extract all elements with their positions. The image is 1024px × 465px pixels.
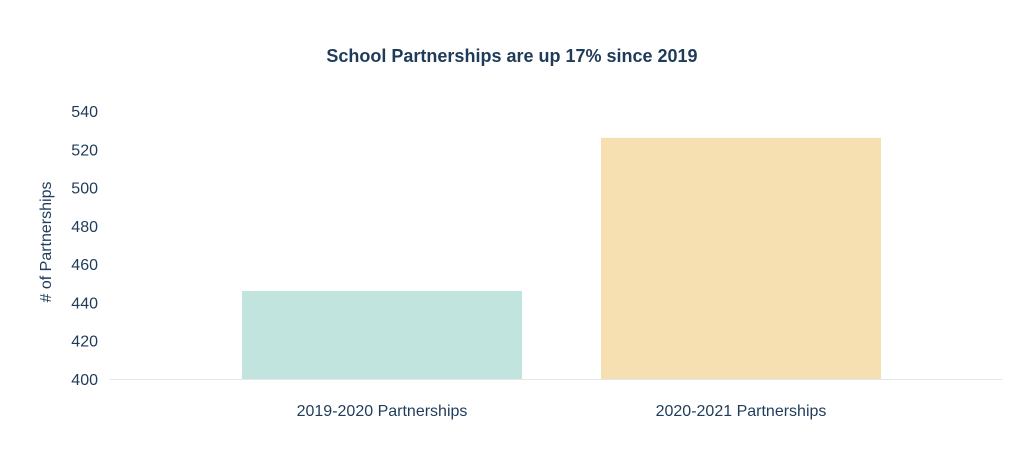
category-label: 2020-2021 Partnerships (656, 403, 827, 420)
y-tick-label: 420 (71, 334, 98, 351)
y-tick-label: 400 (71, 372, 98, 389)
bar-2 (601, 137, 881, 379)
category-label: 2019-2020 Partnerships (297, 403, 468, 420)
y-tick-label: 440 (71, 295, 98, 312)
bar-1 (242, 290, 522, 379)
y-tick-label: 500 (71, 181, 98, 198)
y-axis-label: # of Partnerships (38, 182, 55, 303)
y-tick-label: 540 (71, 104, 98, 121)
category-labels: 2019-2020 Partnerships 2020-2021 Partners… (297, 403, 827, 420)
chart-title: School Partnerships are up 17% since 201… (326, 46, 697, 66)
y-tick-label: 460 (71, 257, 98, 274)
y-tick-label: 480 (71, 219, 98, 236)
y-tick-label: 520 (71, 142, 98, 159)
y-axis-ticks: 400 420 440 460 480 500 520 540 (71, 104, 98, 389)
bars-group (242, 137, 881, 379)
